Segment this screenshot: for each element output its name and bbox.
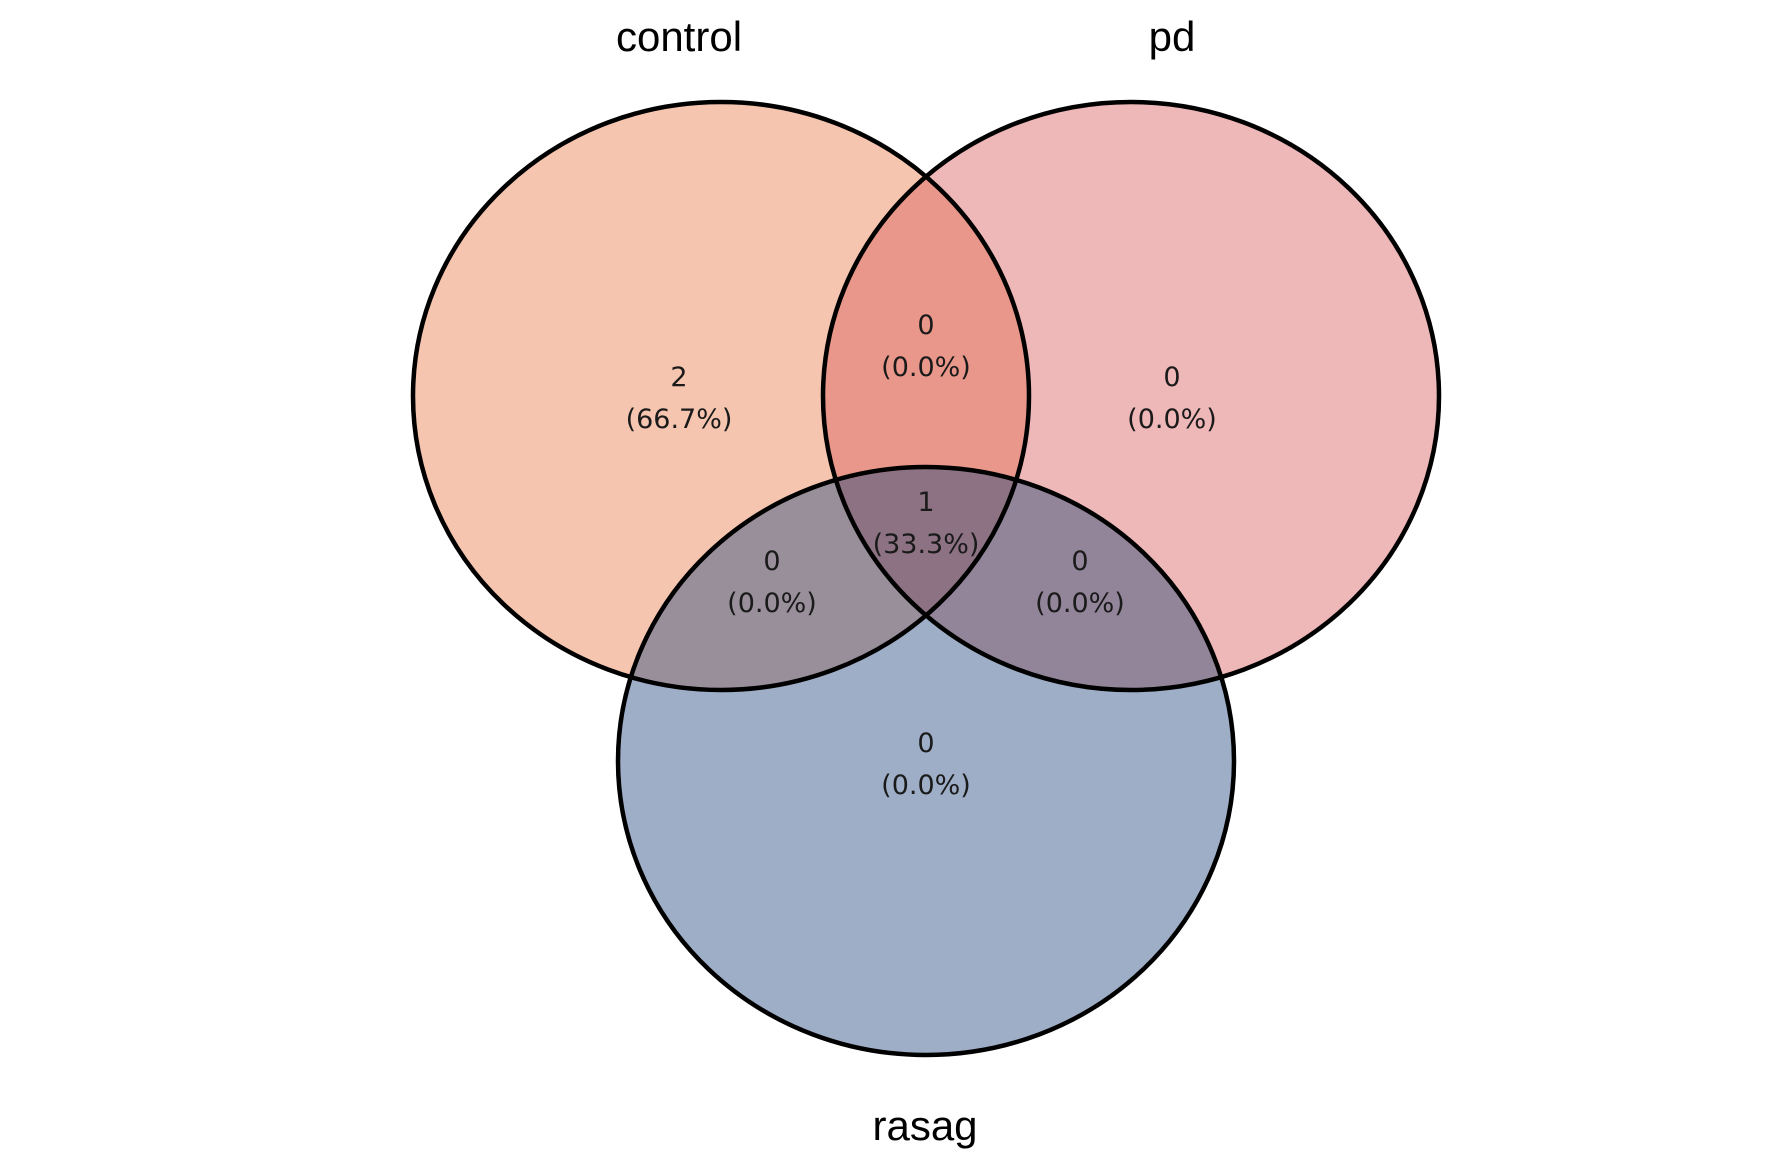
pd-rasag-count: 0 <box>1071 546 1088 577</box>
all-sets-count: 1 <box>917 487 934 518</box>
control-set-title: control <box>616 13 742 60</box>
pd-set-outline <box>820 99 1442 693</box>
control-set-outline <box>410 99 1032 693</box>
pd-rasag-percent: (0.0%) <box>1035 588 1125 619</box>
pd-only-count: 0 <box>1163 362 1180 393</box>
control-pd-count: 0 <box>917 310 934 341</box>
control-only-percent: (66.7%) <box>626 404 733 435</box>
pd-only-percent: (0.0%) <box>1127 404 1217 435</box>
control-pd-percent: (0.0%) <box>881 352 971 383</box>
rasag-only-count: 0 <box>917 728 934 759</box>
rasag-set-outline <box>615 464 1237 1058</box>
control-only-count: 2 <box>670 362 687 393</box>
control-rasag-overlap-fill <box>618 467 1029 690</box>
rasag-set-title: rasag <box>872 1102 977 1149</box>
rasag-only-percent: (0.0%) <box>881 770 971 801</box>
all-sets-percent: (33.3%) <box>873 529 980 560</box>
control-rasag-percent: (0.0%) <box>727 588 817 619</box>
pd-rasag-overlap-fill <box>823 467 1234 690</box>
control-rasag-count: 0 <box>763 546 780 577</box>
pd-set-title: pd <box>1149 13 1196 60</box>
